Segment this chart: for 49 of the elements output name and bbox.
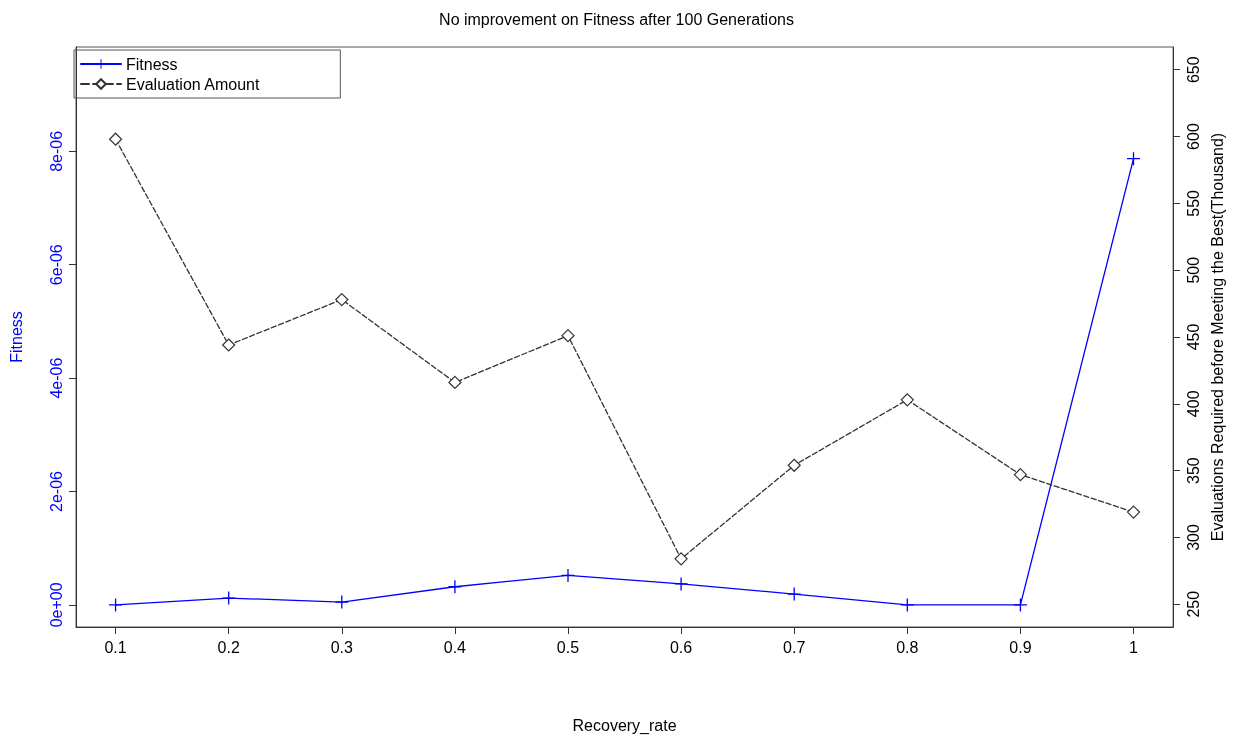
- x-tick-label: 0.3: [330, 638, 354, 656]
- point: [335, 292, 349, 307]
- point: [222, 338, 236, 352]
- y2-tick-label: 250: [1184, 590, 1202, 618]
- y2-tick-label: 400: [1184, 390, 1202, 418]
- x-tick-label: 0.7: [783, 638, 806, 656]
- y2-tick-label: 550: [1184, 189, 1202, 217]
- point: [448, 580, 462, 594]
- point: [335, 595, 349, 609]
- y-tick-label: 8e-06: [47, 130, 65, 172]
- x-axis-title: Recovery_rate: [572, 716, 677, 735]
- point: [787, 458, 801, 472]
- y-tick-label: 6e-06: [47, 244, 65, 286]
- chart-title: No improvement on Fitness after 100 Generations: [439, 10, 794, 28]
- x-tick-label: 0.8: [896, 638, 919, 656]
- point: [900, 598, 914, 612]
- y-axis-title: Fitness: [7, 311, 25, 363]
- point: [1013, 598, 1027, 612]
- y2-tick-label: 600: [1184, 123, 1202, 150]
- y-tick-label: 2e-06: [47, 470, 65, 512]
- y2-tick-label: 650: [1184, 56, 1202, 84]
- point: [1126, 505, 1141, 519]
- point: [108, 132, 123, 146]
- y-tick-label: 4e-06: [47, 357, 65, 399]
- x-tick-label: 0.2: [217, 638, 240, 656]
- point: [561, 568, 575, 582]
- y2-tick-label: 300: [1184, 524, 1202, 551]
- y2-tick-label: 500: [1184, 256, 1202, 284]
- point: [674, 552, 688, 566]
- x-tick-label: 0.1: [104, 638, 127, 656]
- y2-tick-label: 350: [1184, 457, 1202, 484]
- point: [674, 577, 688, 591]
- y2-axis-title: Evaluations Required before Meeting the Best(Thousand): [1208, 132, 1226, 542]
- point: [900, 393, 914, 407]
- point: [1013, 468, 1028, 482]
- x-tick-label: 0.6: [669, 638, 693, 656]
- y2-tick-label: 450: [1184, 323, 1202, 351]
- point: [109, 598, 123, 612]
- legend-label: Fitness: [126, 55, 178, 73]
- x-tick-label: 1: [1129, 638, 1139, 656]
- y-tick-label: 0e+00: [47, 582, 65, 628]
- legend-label: Evaluation Amount: [126, 75, 260, 93]
- point: [561, 329, 575, 343]
- x-tick-label: 0.4: [443, 638, 467, 656]
- point: [448, 375, 462, 390]
- x-tick-label: 0.9: [1009, 638, 1032, 656]
- point: [222, 591, 236, 605]
- point: [787, 587, 801, 601]
- x-tick-label: 0.5: [556, 638, 580, 656]
